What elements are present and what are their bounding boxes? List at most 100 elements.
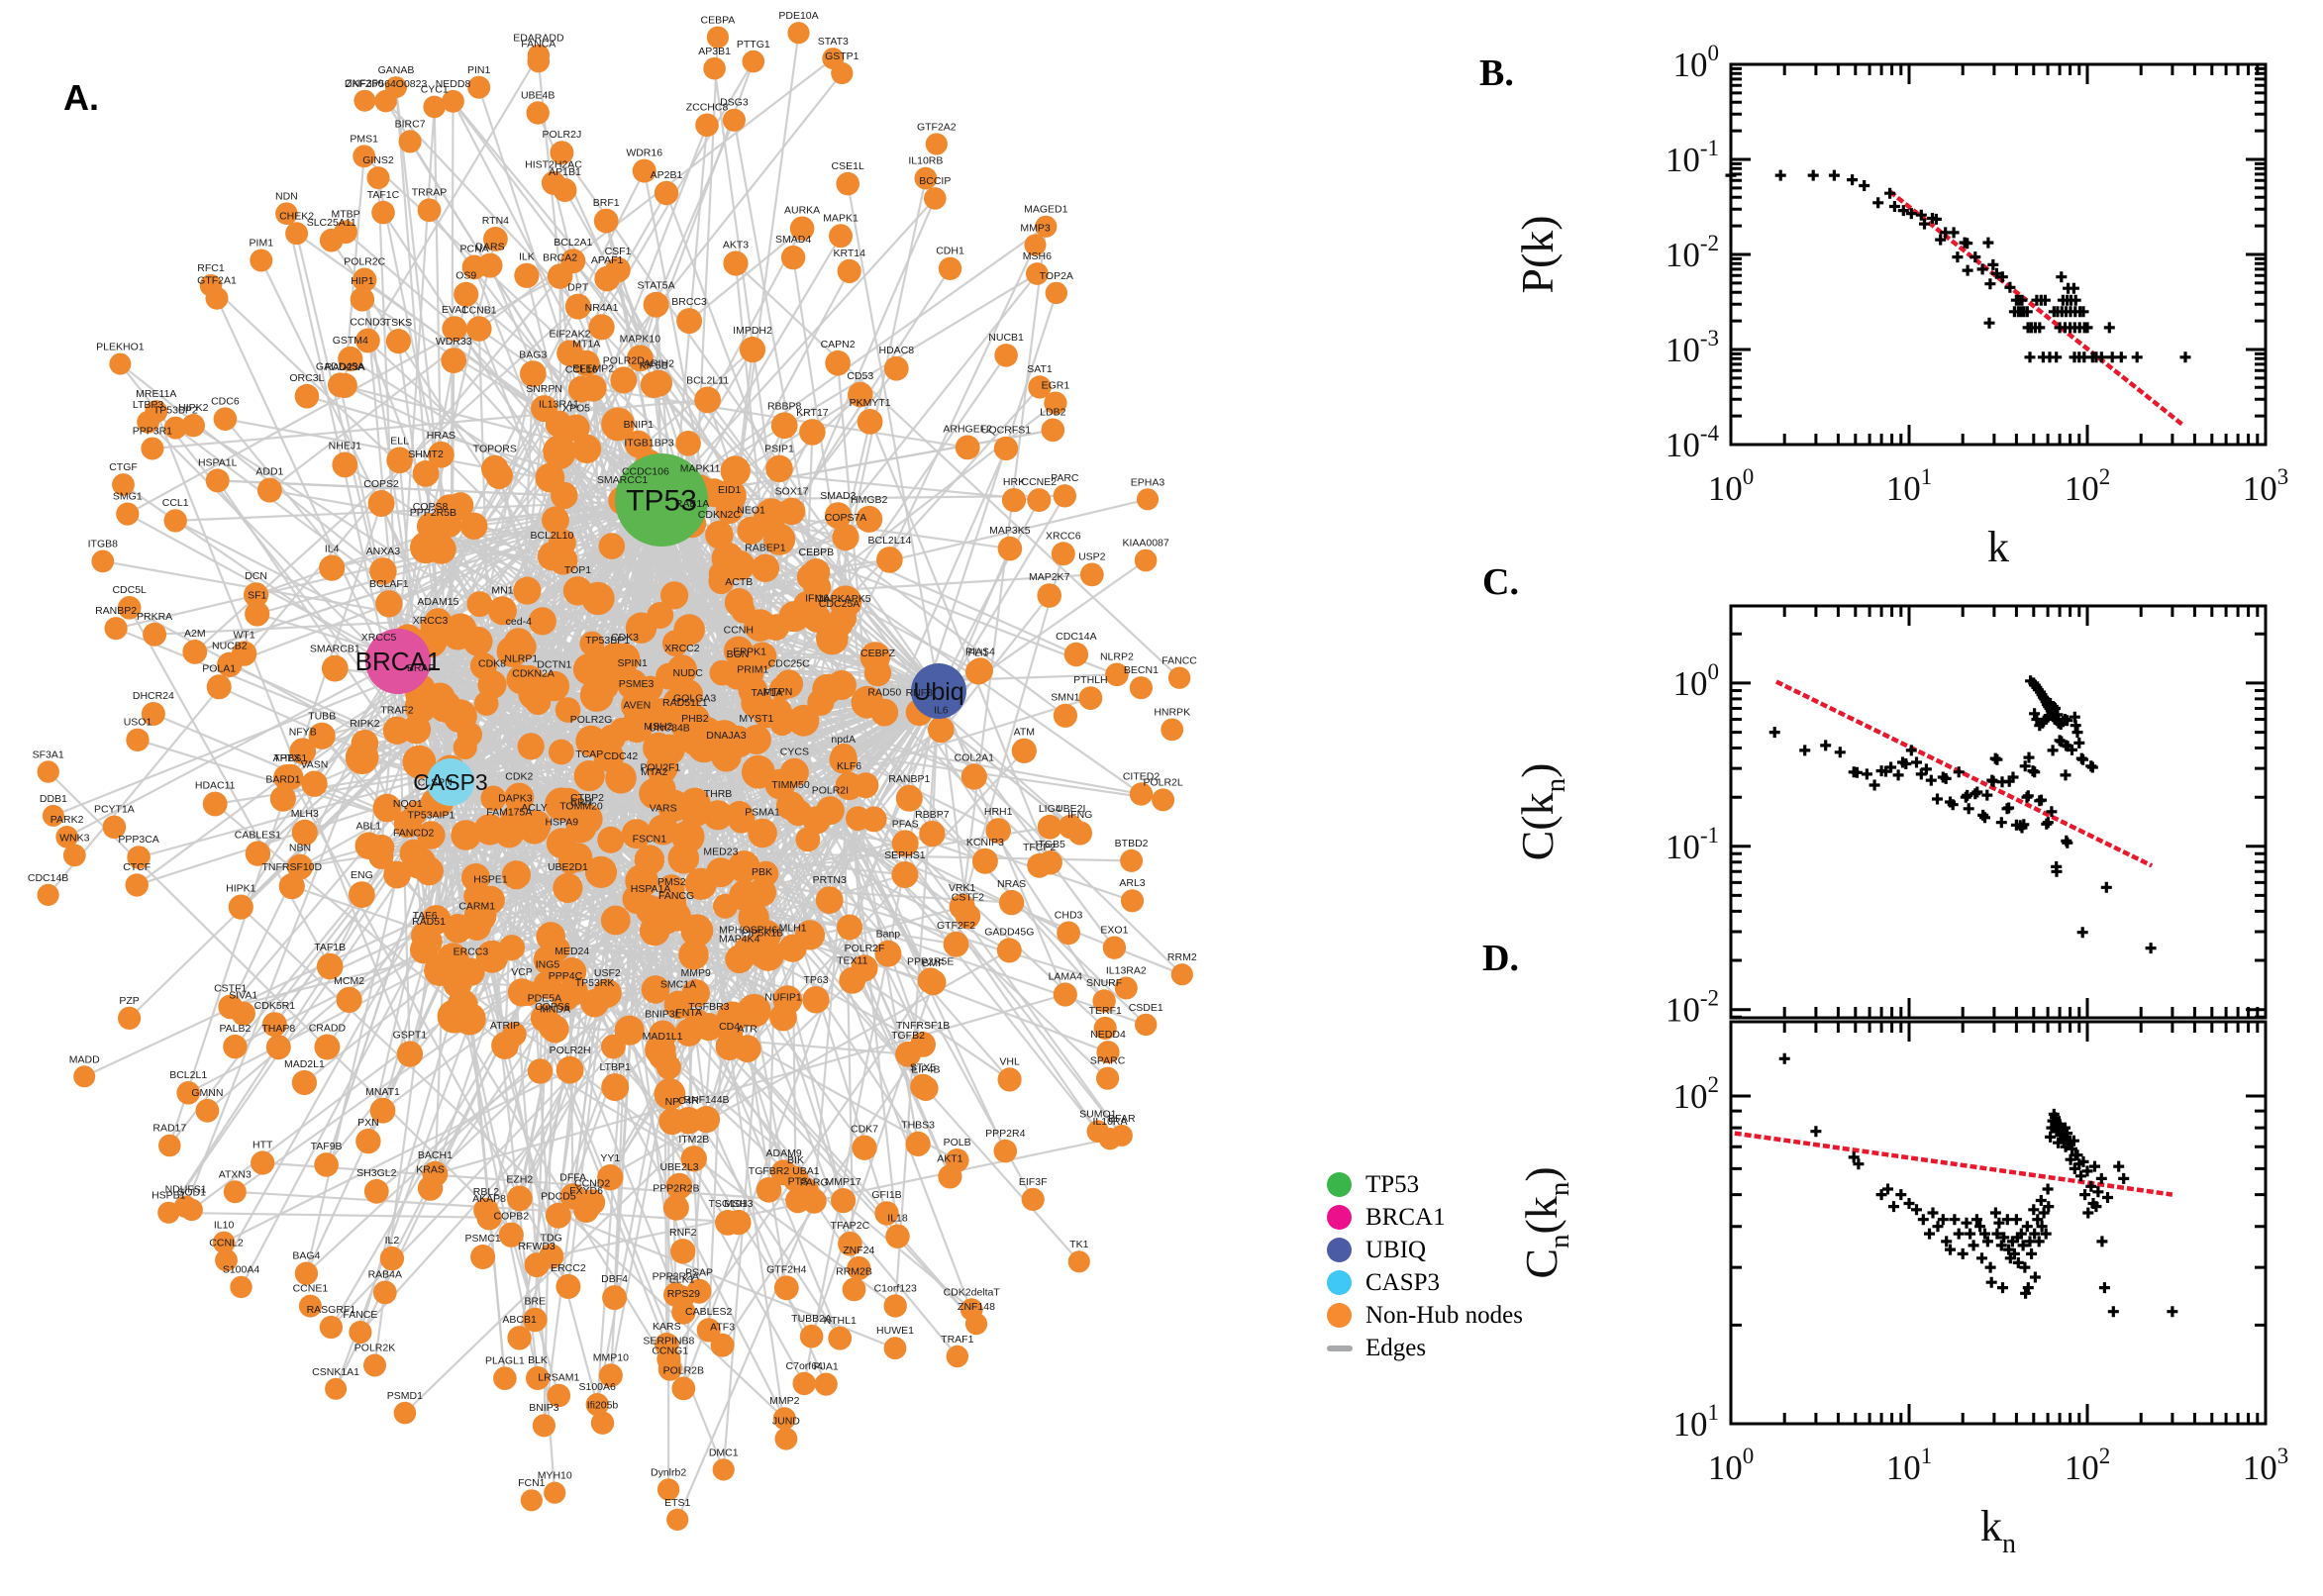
network-node <box>1129 676 1153 700</box>
network-node <box>993 436 1019 461</box>
panel-d-label: D. <box>1482 938 1519 979</box>
legend-item-label: Edges <box>1365 1335 1427 1361</box>
network-node <box>212 1231 236 1254</box>
network-node <box>590 1411 615 1435</box>
network-node-label: RFWD3 <box>518 1241 555 1252</box>
tp53-hub-swatch-icon <box>1327 1172 1352 1197</box>
network-node-label: MYH10 <box>538 1470 572 1482</box>
network-node-label: WNK3 <box>59 833 89 845</box>
network-node <box>1063 642 1089 667</box>
tick-label: 101 <box>1886 464 1933 508</box>
network-node-label: VARS <box>650 803 677 815</box>
legend-item-nonhub: Non-Hub nodes <box>1327 1299 1523 1332</box>
network-node-label: PARC <box>1051 472 1079 484</box>
network-node-label: COL2A1 <box>955 751 994 763</box>
network-node-label: PRIM1 <box>737 664 768 676</box>
network-node <box>713 893 738 919</box>
network-node-label: KIAA0087 <box>1122 538 1168 549</box>
network-node <box>547 1383 571 1408</box>
network-edge <box>551 1138 1111 1257</box>
network-node <box>584 855 618 889</box>
network-edge <box>47 259 574 896</box>
network-node-label: BRAP <box>407 662 436 674</box>
network-node-label: MAP3K5 <box>989 525 1031 537</box>
network-node-label: GOLGA3 <box>673 693 716 705</box>
network-node <box>784 799 812 827</box>
network-node-label: VHL <box>999 1055 1020 1067</box>
network-node-label: MYST1 <box>739 713 773 725</box>
network-node <box>891 861 919 888</box>
network-node-label: WDR33 <box>436 336 472 348</box>
network-node-label: CABLES2 <box>685 1306 732 1318</box>
network-node <box>656 662 683 690</box>
network-node-label: ced-4 <box>506 616 532 628</box>
network-node-label: EIF2AK2 <box>549 328 590 340</box>
network-node <box>1110 1124 1133 1147</box>
network-node-label: POLA1 <box>202 662 236 674</box>
network-node-label: MSH3 <box>724 1198 753 1210</box>
network-node <box>799 1324 824 1348</box>
network-node <box>180 1198 203 1222</box>
network-node <box>37 883 59 907</box>
network-node <box>660 581 689 610</box>
network-node-label: ENG <box>351 869 373 881</box>
network-node-label: MMP3 <box>1020 222 1050 234</box>
network-node-label: DFFA <box>559 1171 586 1183</box>
network-node <box>1035 215 1058 238</box>
network-node <box>676 308 703 335</box>
brca1-hub-swatch-icon <box>1327 1205 1352 1230</box>
network-node-label: CSF1 <box>605 246 632 257</box>
network-node <box>372 1280 397 1305</box>
network-node-label: PJA1 <box>814 1361 839 1373</box>
network-node <box>363 1353 386 1377</box>
network-node <box>141 437 164 460</box>
network-node <box>520 1489 543 1512</box>
network-node <box>671 1300 696 1325</box>
network-edge <box>960 552 1064 908</box>
network-edge <box>476 641 615 1047</box>
network-node-label: CLSPN <box>418 776 453 788</box>
network-node-label: NP <box>665 1096 680 1108</box>
network-node-label: EGR1 <box>1042 380 1070 392</box>
network-node <box>514 262 540 288</box>
network-node-label: TNFRSF1B <box>896 1020 950 1032</box>
network-node <box>102 815 127 840</box>
network-node-label: LDB2 <box>1040 407 1065 419</box>
network-node <box>769 676 794 701</box>
network-edge <box>847 183 941 692</box>
network-node-label: RAD51 <box>412 916 446 928</box>
network-edge <box>375 817 859 1193</box>
network-node-label: BNIP3L <box>645 1009 680 1021</box>
network-node-label: CEBPB <box>798 547 834 558</box>
network-edge <box>571 259 940 692</box>
network-node <box>853 772 879 799</box>
network-node <box>476 1204 502 1231</box>
network-node <box>924 187 947 210</box>
network-node-label: SF1 <box>248 589 266 601</box>
tick-label: 101 <box>1886 1444 1933 1487</box>
network-node <box>741 687 772 719</box>
network-node-label: NDN <box>275 190 298 202</box>
network-node-label: TUBB2A <box>791 1313 832 1325</box>
network-node-label: TAF1C <box>367 189 400 201</box>
network-node-label: TFCP2 <box>1023 842 1056 853</box>
network-node <box>836 171 859 196</box>
network-node <box>598 1363 623 1388</box>
network-node-label: S100A6 <box>579 1381 617 1393</box>
network-node-label: DBF4 <box>601 1273 628 1285</box>
network-node-label: DDB1 <box>40 793 67 805</box>
network-node <box>641 975 670 1004</box>
chart-C-fit-line <box>1774 679 2154 868</box>
network-node <box>141 702 165 726</box>
network-node <box>787 22 810 45</box>
network-node-label: TOPORS <box>473 444 517 455</box>
network-node <box>774 1427 798 1450</box>
network-node-label: EIF3F <box>1019 1176 1048 1188</box>
chart-frame <box>1729 604 2268 1020</box>
network-node-label: SIVA1 <box>229 990 257 1002</box>
network-node <box>1135 1013 1158 1037</box>
network-node-label: TAF9B <box>311 1141 343 1152</box>
network-node-label: AURKA <box>784 205 820 217</box>
network-node-label: PIP5K1B <box>742 928 784 940</box>
network-node <box>782 1165 809 1192</box>
